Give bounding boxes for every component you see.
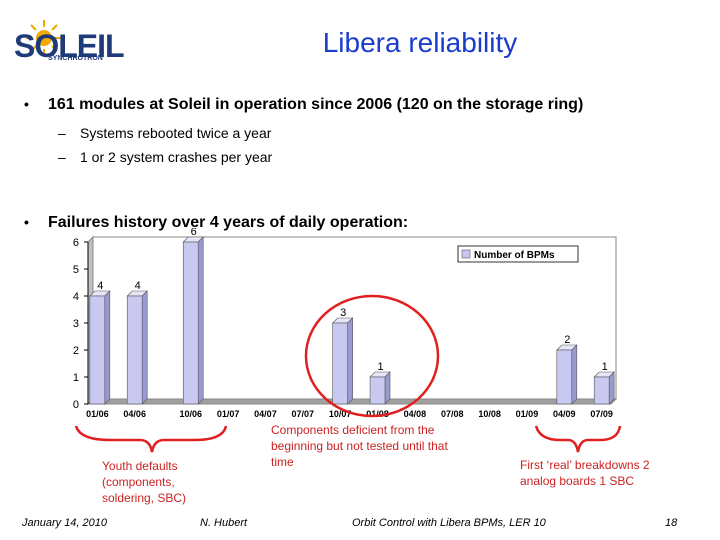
logo-subtitle: SYNCHROTRON <box>48 55 103 62</box>
y-tick-label: 5 <box>73 264 79 276</box>
y-tick-label: 1 <box>73 372 79 384</box>
logo-word: SOLEIL <box>14 28 125 64</box>
sun-icon <box>26 20 62 56</box>
bar <box>556 349 573 405</box>
x-tick-label: 01/09 <box>516 409 539 419</box>
x-tick-label: 01/06 <box>86 409 109 419</box>
sub-bullet-crashes: –1 or 2 system crashes per year <box>58 149 273 165</box>
bar-value-label: 1 <box>377 361 383 373</box>
page-title: Libera reliability <box>322 27 518 58</box>
bar <box>126 295 143 405</box>
bullet-dot: • <box>24 214 29 230</box>
bar-value-label: 3 <box>340 307 346 319</box>
failures-bar-chart: 0 1 2 3 4 5 6 4 01/06 4 04/06 6 10/06 01/07 04/07 07/07… <box>73 228 618 419</box>
bullet-modules-text: 161 modules at Soleil in operation since… <box>48 96 584 113</box>
x-tick-label: 01/07 <box>217 409 240 419</box>
footer-author: N. Hubert <box>200 517 248 529</box>
y-tick-label: 2 <box>73 345 79 357</box>
y-tick-label: 0 <box>73 399 79 411</box>
x-tick-label: 07/08 <box>441 409 464 419</box>
soleil-logo: SOLEIL SYNCHROTRON <box>14 18 125 68</box>
bar <box>593 376 610 405</box>
bullet-failures-text: Failures history over 4 years of daily o… <box>48 214 409 231</box>
bar <box>369 376 386 405</box>
components-highlight-ellipse <box>304 294 440 418</box>
y-tick-label: 4 <box>73 291 79 303</box>
bar <box>332 322 348 405</box>
footer-talk: Orbit Control with Libera BPMs, LER 10 <box>352 517 546 529</box>
x-tick-label: 10/07 <box>329 409 352 419</box>
x-tick-label: 04/06 <box>123 409 146 419</box>
sub-bullet-crashes-text: 1 or 2 system crashes per year <box>80 149 273 165</box>
bar-value-label: 4 <box>97 280 103 292</box>
x-tick-label: 04/07 <box>254 409 277 419</box>
bar-value-label: 6 <box>191 228 197 238</box>
bullet-modules: • 161 modules at Soleil in operation sin… <box>24 96 584 114</box>
x-tick-label: 04/09 <box>553 409 576 419</box>
x-tick-label: 01/08 <box>366 409 389 419</box>
x-tick-label: 07/09 <box>590 409 613 419</box>
x-tick-label: 10/08 <box>478 409 501 419</box>
legend-label: Number of BPMs <box>474 250 555 261</box>
y-tick-label: 6 <box>73 237 79 249</box>
x-tick-label: 07/07 <box>292 409 315 419</box>
youth-caption: Youth defaults (components, soldering, S… <box>102 459 187 505</box>
components-caption: Components deficient from the beginning … <box>271 423 448 469</box>
x-tick-label: 10/06 <box>179 409 202 419</box>
legend-box <box>457 245 579 263</box>
bar <box>182 241 199 405</box>
footer-date: January 14, 2010 <box>22 517 108 529</box>
sub-bullet-reboot: – Systems rebooted twice a year <box>58 125 272 141</box>
bullet-dot: • <box>24 96 29 112</box>
youth-brace <box>74 425 228 453</box>
breakdowns-caption: First ‘real’ breakdowns 2 analog boards … <box>520 458 650 488</box>
x-tick-label: 04/08 <box>404 409 427 419</box>
bar <box>89 295 106 405</box>
bullet-failures: • Failures history over 4 years of daily… <box>24 214 409 232</box>
bar-value-label: 2 <box>564 334 570 346</box>
legend-swatch <box>461 249 471 259</box>
page-number: 18 <box>665 517 678 529</box>
y-tick-label: 3 <box>73 318 79 330</box>
bar-value-label: 1 <box>602 361 608 373</box>
sub-bullet-reboot-text: Systems rebooted twice a year <box>80 125 272 141</box>
bar-value-label: 4 <box>135 280 141 292</box>
breakdowns-brace <box>534 425 622 453</box>
